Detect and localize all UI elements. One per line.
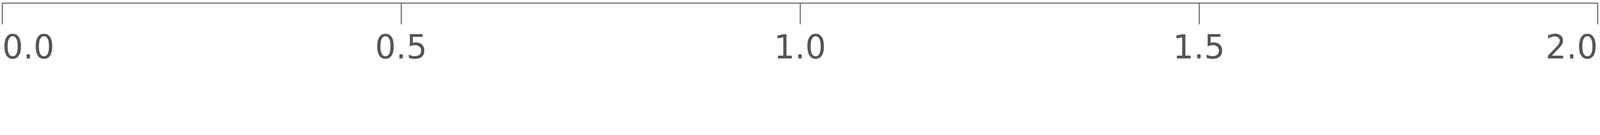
- svg-text:0.5: 0.5: [375, 27, 428, 67]
- svg-text:1.5: 1.5: [1172, 27, 1225, 67]
- svg-text:1.0: 1.0: [774, 27, 827, 67]
- svg-text:2.0: 2.0: [1545, 27, 1598, 67]
- svg-text:0.0: 0.0: [2, 27, 55, 67]
